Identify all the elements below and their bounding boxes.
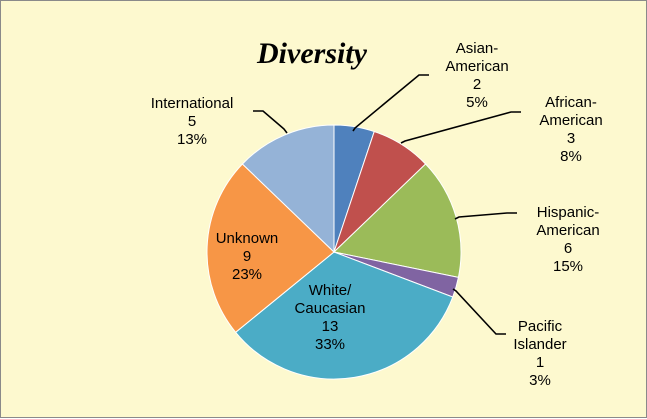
data-label: International 5 13% (151, 95, 234, 148)
pie-slice-white-caucasian (234, 251, 454, 380)
data-label: Asian-American 2 5% (445, 40, 508, 111)
data-label: Unknown 9 23% (216, 230, 279, 283)
chart-title: Diversity (257, 37, 367, 70)
data-label: Pacific Islander 1 3% (513, 318, 566, 389)
leader-line (454, 212, 517, 220)
leader-line (452, 288, 506, 335)
leader-line (400, 111, 521, 144)
data-label: White/Caucasian 13 33% (295, 282, 366, 353)
leader-line (253, 110, 288, 134)
pie-slice-unknown (206, 163, 335, 334)
leader-line (352, 74, 429, 132)
pie-slice-international (241, 124, 335, 254)
pie-slice-hispanic-american (332, 163, 462, 278)
data-label: Hispanic-American 6 15% (536, 204, 599, 275)
data-label: African-American 3 8% (539, 94, 602, 165)
